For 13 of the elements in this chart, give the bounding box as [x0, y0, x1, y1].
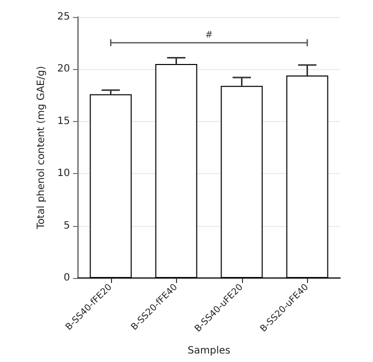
y-tick-label: 15	[57, 116, 70, 127]
y-tick-label: 10	[57, 168, 70, 180]
y-tick-label: 5	[64, 220, 70, 232]
y-tick-label: 25	[57, 12, 70, 22]
bar	[220, 86, 263, 278]
y-tick-label: 20	[57, 64, 70, 75]
y-tick-label: 0	[64, 272, 70, 284]
bar	[286, 75, 328, 278]
annotation: #	[205, 30, 213, 41]
bar	[155, 64, 198, 278]
x-axis-title: Samples	[188, 346, 230, 356]
y-axis-title: Total phenol content (mg GAE/g)	[36, 66, 47, 230]
bar	[90, 94, 132, 278]
